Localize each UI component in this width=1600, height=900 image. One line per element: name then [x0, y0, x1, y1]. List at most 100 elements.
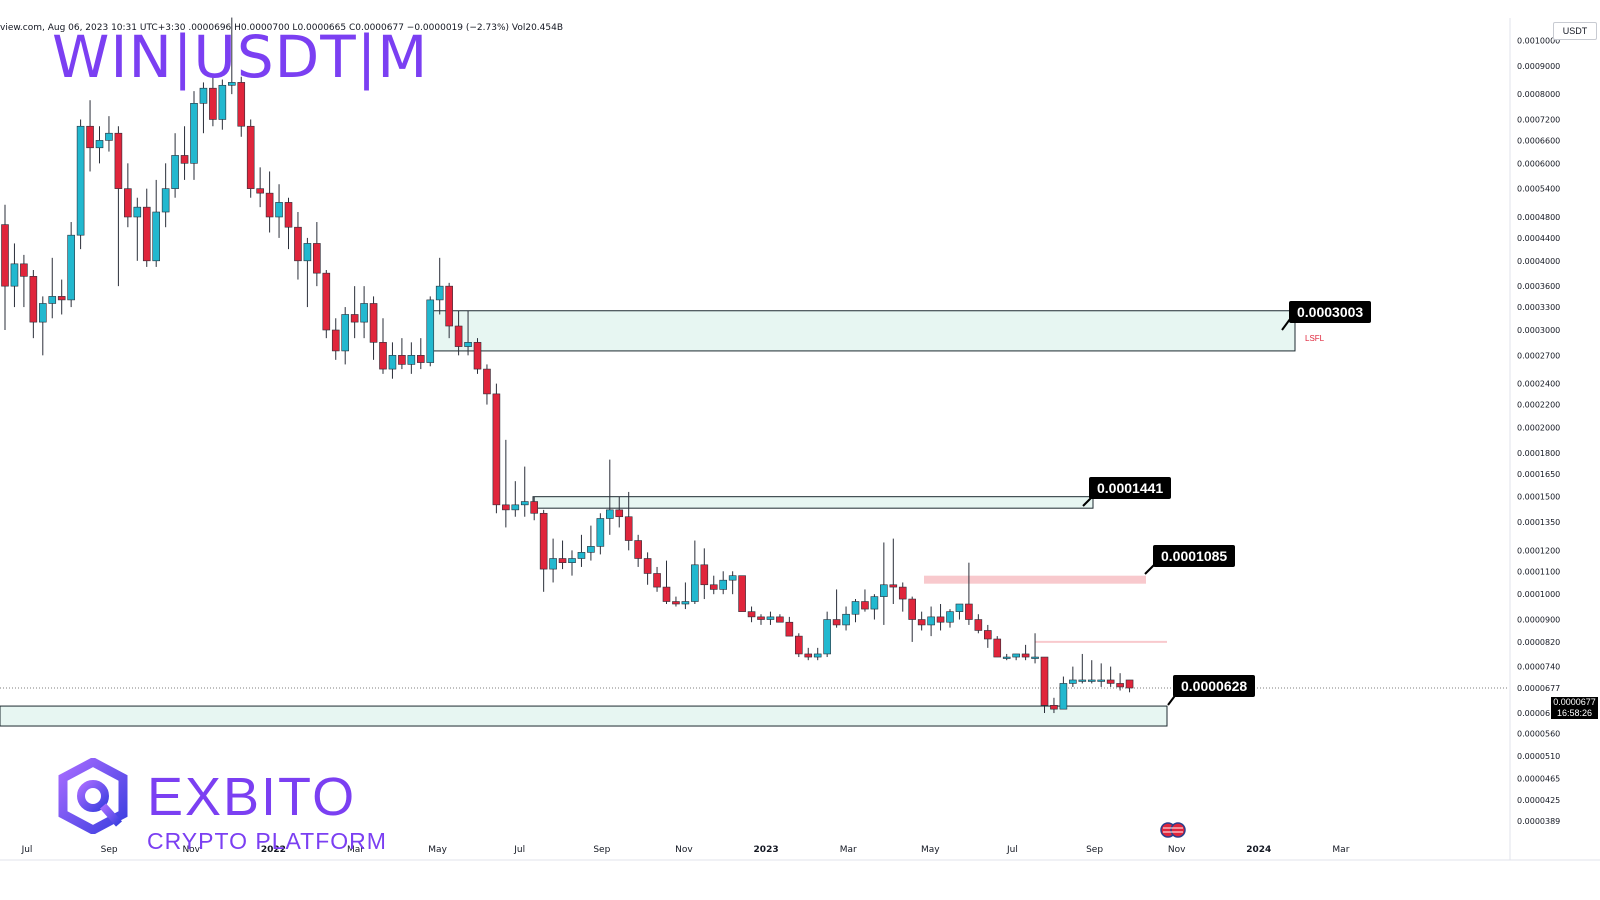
- candle-body: [851, 601, 860, 615]
- level-label-0001441: 0.0001441: [1089, 477, 1172, 499]
- candle-body: [313, 243, 321, 274]
- candle: [596, 513, 605, 555]
- time-tick-label: Jul: [513, 845, 525, 855]
- price-tick-label: 0.0000740: [1517, 663, 1560, 672]
- last-price-tag: 0.0000677 16:58:26: [1551, 697, 1598, 719]
- price-tick-label: 0.0004000: [1517, 257, 1560, 266]
- time-axis: Jul Sep Nov 2022 Mar May Jul Sep Nov 2023 Mar May Ju…: [0, 845, 1600, 861]
- supply-zones: [0, 310, 1508, 727]
- candle: [1, 204, 9, 330]
- candle: [48, 257, 57, 319]
- price-tick-label: 0.0002200: [1517, 401, 1560, 410]
- candle: [1031, 633, 1039, 664]
- candle-body: [917, 619, 926, 626]
- candle-body: [416, 355, 425, 363]
- candle-body: [1087, 679, 1096, 682]
- candle-body: [1021, 653, 1030, 658]
- candle: [256, 167, 264, 208]
- candle-body: [20, 263, 28, 277]
- candle-body: [454, 325, 463, 347]
- candle: [823, 611, 831, 658]
- candle-body: [832, 619, 841, 626]
- price-tick-label: 0.0010000: [1517, 36, 1560, 45]
- candle: [1087, 660, 1096, 684]
- price-tick-label: 0.0000560: [1517, 730, 1560, 739]
- candle-body: [624, 516, 633, 541]
- candle-body: [1069, 679, 1077, 684]
- candle-body: [29, 276, 38, 323]
- candle: [313, 222, 321, 287]
- exbito-logo-icon: [58, 758, 128, 834]
- candle: [57, 279, 66, 315]
- candle-body: [605, 509, 614, 519]
- candle-body: [946, 611, 954, 623]
- candle-body: [747, 611, 756, 618]
- candle: [142, 188, 151, 267]
- candle: [520, 466, 529, 517]
- candle-body: [728, 575, 737, 581]
- price-tick-label: 0.0004800: [1517, 213, 1560, 222]
- price-tick-label: 0.0002700: [1517, 351, 1560, 360]
- candle-body: [237, 82, 246, 127]
- candle: [927, 606, 935, 637]
- candle-body: [426, 299, 435, 363]
- candle: [1050, 697, 1058, 714]
- candle-body: [294, 226, 302, 262]
- candle: [738, 575, 746, 612]
- candle: [861, 589, 869, 612]
- zone-0.0001441: [532, 496, 1094, 509]
- time-tick-label: Nov: [675, 845, 693, 855]
- candle: [558, 540, 567, 570]
- currency-selector[interactable]: USDT: [1553, 22, 1597, 40]
- candle-body: [1050, 705, 1058, 710]
- time-tick-label: Nov: [1168, 845, 1186, 855]
- candle-body: [114, 132, 123, 189]
- candle-body: [530, 501, 539, 514]
- time-tick-label: Jul: [1006, 845, 1018, 855]
- candle: [776, 614, 784, 623]
- candle: [568, 550, 576, 576]
- candle: [965, 562, 973, 625]
- candle: [577, 534, 586, 567]
- candle-body: [766, 616, 775, 620]
- candle-body: [870, 596, 879, 610]
- candle: [303, 237, 312, 308]
- candle: [369, 296, 378, 360]
- candle: [917, 611, 926, 631]
- candle-body: [1125, 679, 1134, 689]
- price-tick-label: 0.0000510: [1517, 752, 1560, 761]
- events-flag-icon[interactable]: [1160, 822, 1186, 838]
- candle-body: [1031, 656, 1039, 659]
- candle: [38, 296, 47, 356]
- candle: [530, 496, 539, 521]
- candle-body: [1059, 683, 1068, 710]
- candle-body: [331, 329, 340, 352]
- label-connectors: [1082, 314, 1294, 706]
- candle-body: [842, 613, 850, 626]
- price-tick-label: 0.0002000: [1517, 424, 1560, 433]
- price-tick-label: 0.0007200: [1517, 115, 1560, 124]
- candle: [105, 116, 113, 152]
- price-tick-label: 0.0000900: [1517, 616, 1560, 625]
- candle-body: [369, 303, 378, 343]
- candle: [653, 566, 661, 592]
- candle: [1106, 666, 1115, 687]
- candle-body: [407, 355, 416, 365]
- candle: [615, 496, 624, 528]
- candle-body: [634, 540, 642, 559]
- price-tick-label: 0.0006600: [1517, 136, 1560, 145]
- candle: [76, 119, 85, 250]
- candle: [719, 571, 728, 595]
- candle-body: [473, 342, 482, 370]
- candle: [851, 599, 860, 623]
- candle-body: [709, 584, 718, 590]
- time-tick-label: May: [921, 845, 940, 855]
- logo-tagline: CRYPTO PLATFORM: [147, 828, 387, 854]
- price-tick-label: 0.0006000: [1517, 159, 1560, 168]
- candle: [341, 307, 350, 365]
- candle-body: [794, 635, 803, 655]
- candle: [388, 342, 397, 379]
- candle: [728, 571, 737, 595]
- candle-body: [284, 202, 293, 228]
